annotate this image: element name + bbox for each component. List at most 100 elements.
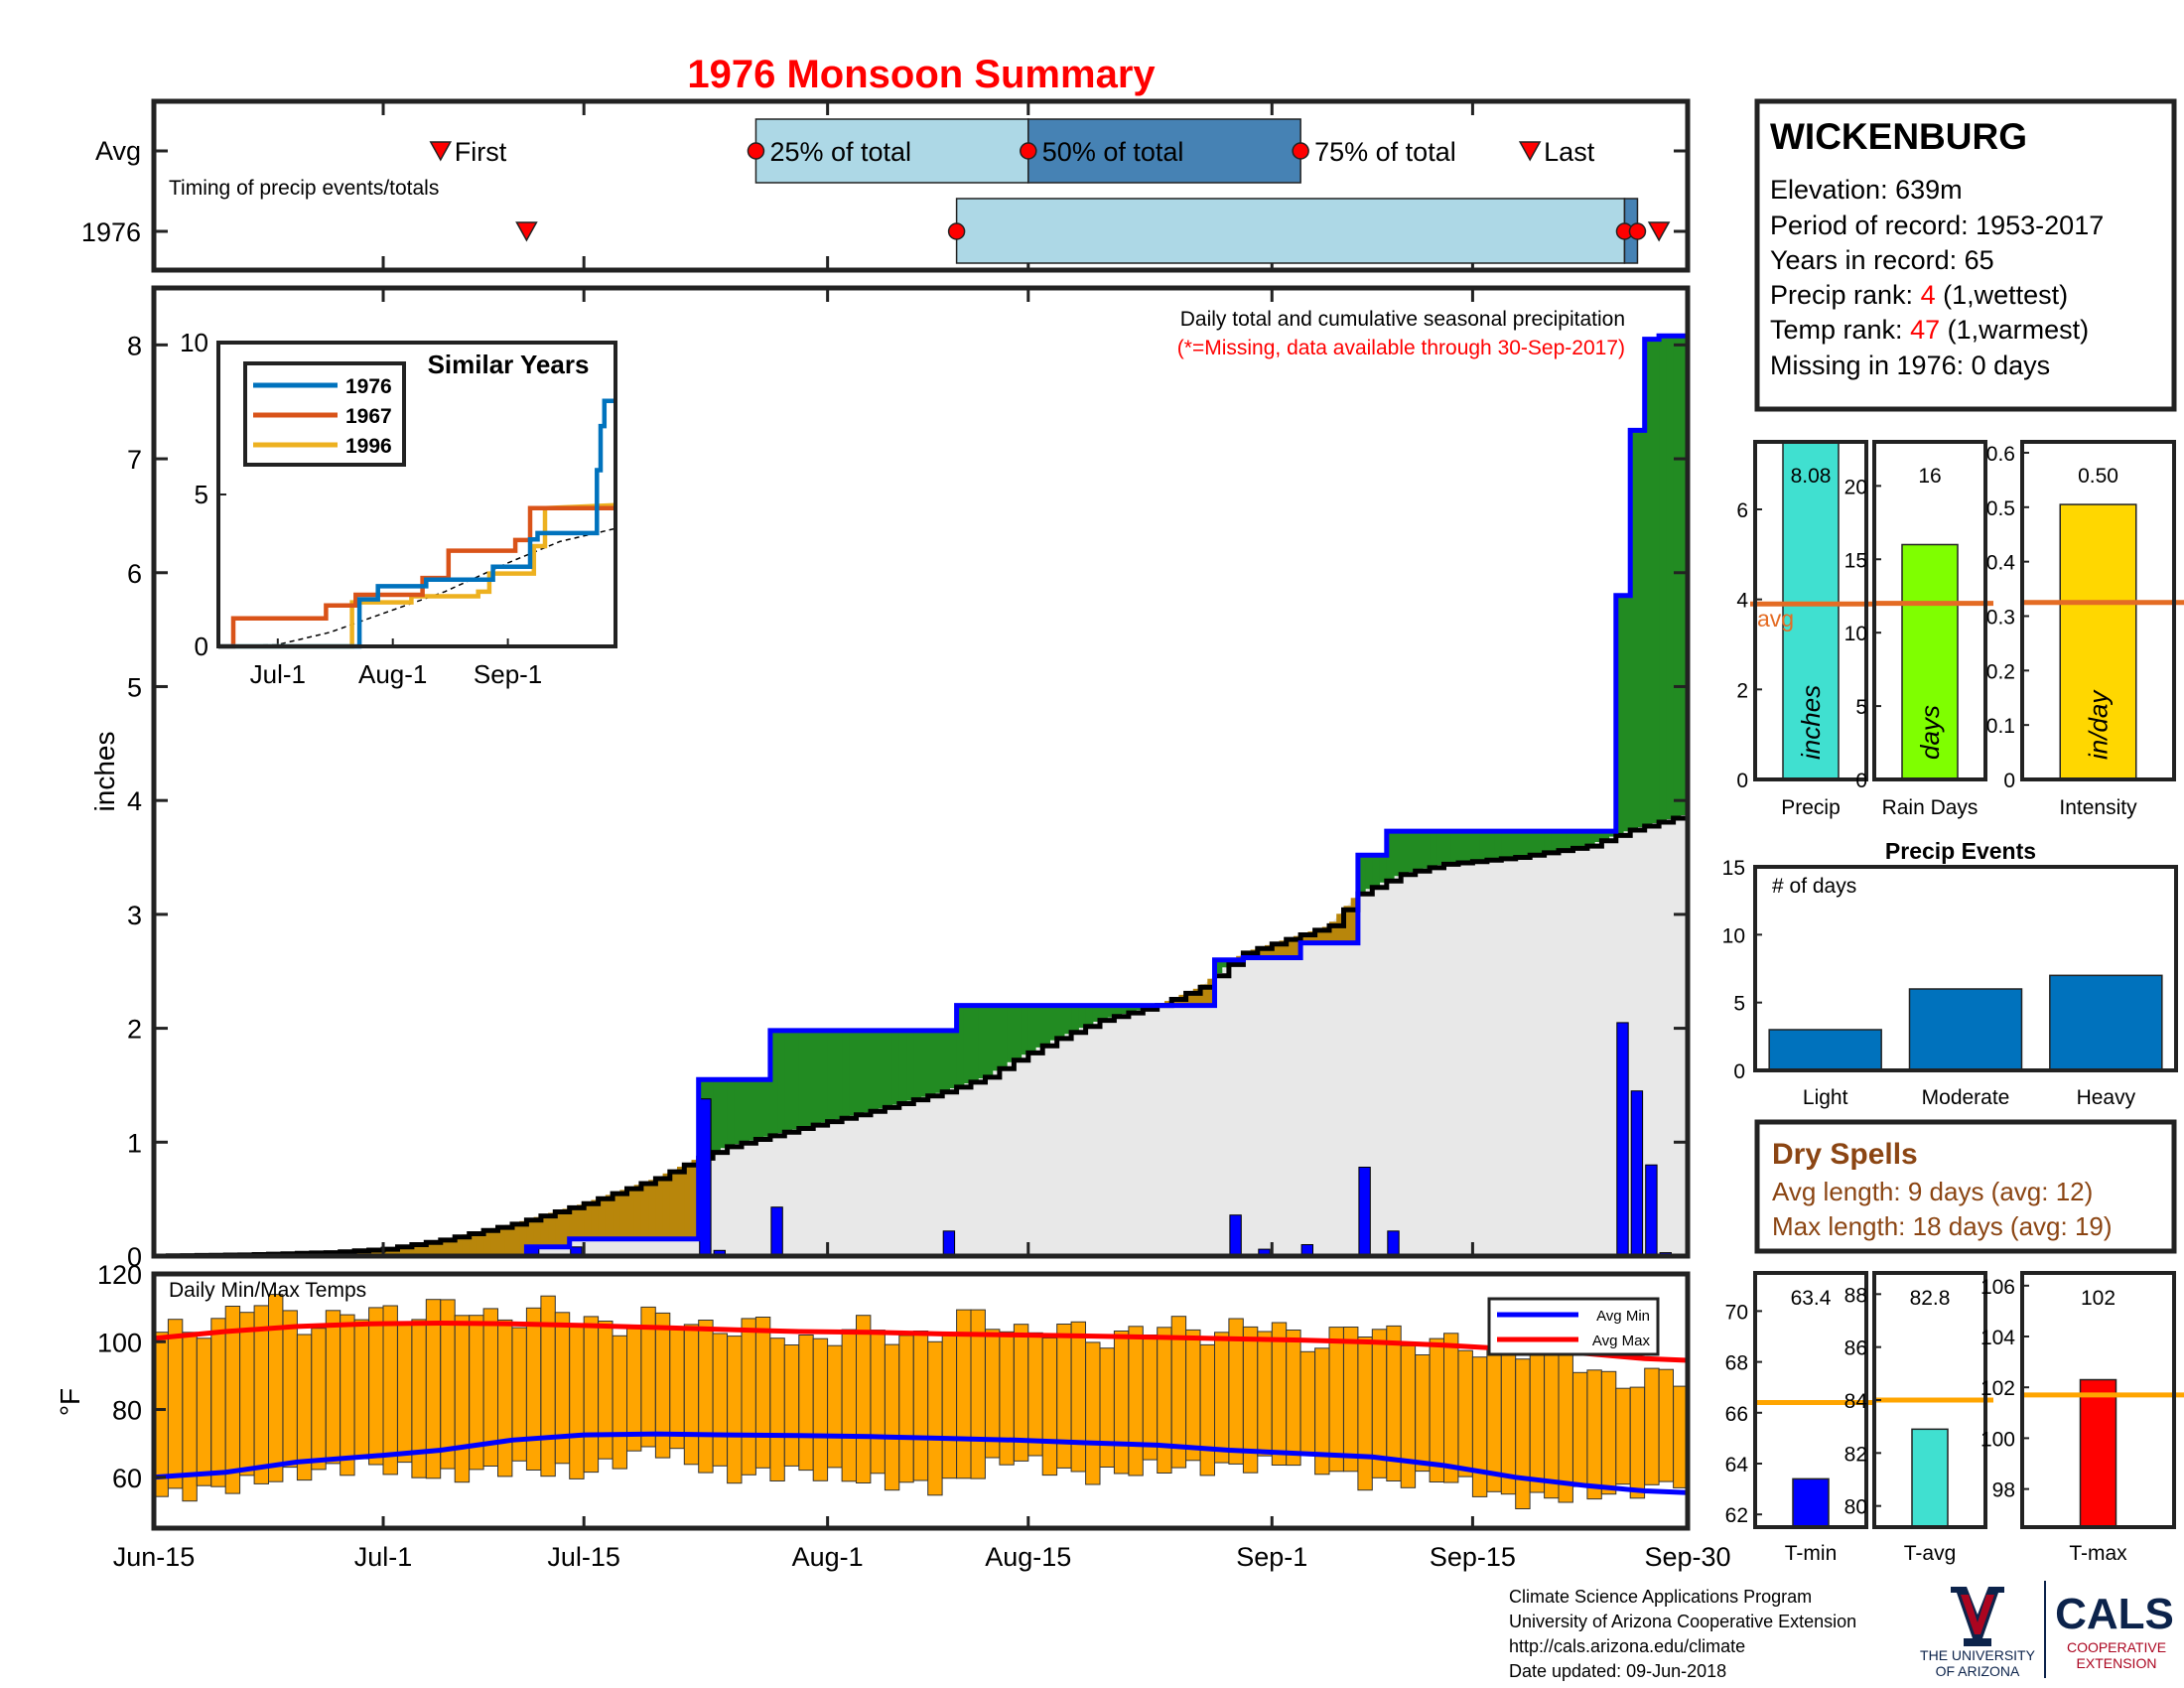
- below-average-fill: [562, 1208, 571, 1247]
- above-average-fill: [1637, 430, 1646, 827]
- precip-missing-note: (*=Missing, data available through 30-Se…: [1177, 337, 1625, 359]
- below-average-fill: [1192, 988, 1201, 1006]
- temp-ytick-label: 120: [97, 1260, 142, 1290]
- events-category-label: Heavy: [2077, 1086, 2136, 1109]
- temp-ylabel: °F: [55, 1388, 85, 1416]
- events-ytick-label: 5: [1733, 993, 1745, 1016]
- above-average-fill: [1372, 855, 1381, 887]
- daily-temp-bar: [841, 1329, 857, 1482]
- above-average-fill: [1594, 831, 1602, 842]
- above-average-fill: [720, 1079, 729, 1149]
- daily-temp-bar: [1099, 1347, 1115, 1468]
- above-average-fill: [1443, 831, 1452, 864]
- above-average-fill: [1522, 831, 1531, 856]
- daily-precip-bar: [942, 1230, 956, 1257]
- below-average-fill: [1257, 947, 1266, 958]
- summary-tick-label: 0.4: [1986, 552, 2016, 575]
- temp-summary-tick-label: 80: [1844, 1496, 1867, 1519]
- cals-line1: COOPERATIVE: [2067, 1639, 2166, 1655]
- summary-category-label: Intensity: [2059, 796, 2137, 819]
- precip-ytick-label: 8: [127, 331, 142, 360]
- above-average-fill: [1035, 1005, 1043, 1048]
- summary-category-label: Precip: [1781, 796, 1841, 819]
- temp-summary-value-label: 82.8: [1910, 1287, 1951, 1310]
- daily-temp-bar: [311, 1328, 327, 1471]
- daily-temp-bar: [727, 1336, 743, 1484]
- below-average-fill: [390, 1247, 398, 1256]
- daily-temp-bar: [353, 1319, 370, 1460]
- events-category-label: Light: [1803, 1086, 1848, 1109]
- dry-spells-frame: [1754, 1119, 2177, 1254]
- temp-summary-category-label: T-min: [1785, 1542, 1838, 1565]
- above-average-fill: [1027, 1005, 1036, 1052]
- daily-temp-bar: [1128, 1326, 1144, 1477]
- daily-temp-bar: [1558, 1352, 1573, 1503]
- station-years: Years in record: 65: [1770, 245, 1994, 275]
- precip-ytick-label: 5: [127, 672, 142, 702]
- dry-spells-max: Max length: 18 days (avg: 19): [1772, 1211, 2113, 1241]
- above-average-fill: [1508, 831, 1517, 858]
- below-average-fill: [1286, 938, 1295, 958]
- daily-precip-bar: [770, 1206, 783, 1257]
- timing-q50-label: 50% of total: [1042, 137, 1184, 167]
- summary-tick-label: 0: [1855, 770, 1867, 792]
- summary-value-label: 0.50: [2078, 465, 2118, 488]
- below-average-fill: [526, 1218, 535, 1247]
- below-average-fill: [519, 1220, 527, 1256]
- daily-precip-bar: [1229, 1214, 1242, 1257]
- above-average-fill: [1085, 1005, 1094, 1026]
- timing-panel: Avg 1976 Timing of precip events/totals …: [81, 98, 1691, 273]
- daily-temp-bar: [1415, 1354, 1431, 1473]
- above-average-fill: [1680, 336, 1689, 815]
- above-average-fill: [791, 1030, 800, 1130]
- events-ytick-label: 0: [1733, 1060, 1745, 1083]
- temp-summary-frame: [1753, 1271, 1868, 1529]
- daily-temp-bar: [1299, 1350, 1315, 1456]
- temp-xtick-label: Aug-15: [985, 1542, 1071, 1572]
- below-average-fill: [669, 1170, 678, 1239]
- daily-temp-bar: [999, 1331, 1015, 1466]
- summary-frame: [1872, 440, 1987, 781]
- below-average-fill: [691, 1160, 700, 1239]
- daily-temp-bar: [870, 1330, 886, 1475]
- summary-tick-label: 4: [1736, 590, 1748, 613]
- summary-frame: [1753, 440, 1868, 781]
- above-average-fill: [871, 1030, 879, 1111]
- above-average-fill: [1551, 831, 1560, 852]
- avg-q25-marker: [747, 142, 765, 160]
- above-average-fill: [1530, 831, 1538, 855]
- daily-temp-bar: [268, 1294, 284, 1482]
- precip-ytick-label: 0: [127, 1242, 142, 1272]
- year-q75-marker: [1628, 222, 1647, 240]
- above-average-fill: [1063, 1005, 1072, 1035]
- above-average-fill: [1673, 336, 1682, 817]
- above-average-fill: [1379, 855, 1388, 883]
- temp-rank-label: Temp rank:: [1770, 315, 1910, 345]
- inset-frame: [216, 341, 617, 648]
- daily-precip-bar: [699, 1098, 712, 1257]
- above-average-fill: [1579, 831, 1588, 847]
- summary-tick-label: 10: [1844, 623, 1867, 645]
- above-average-fill: [1114, 1005, 1123, 1016]
- average-cumulative-line: [154, 813, 1691, 1259]
- above-average-fill: [1515, 831, 1524, 857]
- station-info-box: WICKENBURG Elevation: 639m Period of rec…: [1754, 98, 2177, 412]
- below-average-fill: [626, 1187, 635, 1239]
- below-average-fill: [440, 1239, 449, 1256]
- above-average-fill: [1401, 831, 1409, 874]
- daily-precip-bar: [1387, 1230, 1400, 1257]
- daily-temp-bar: [754, 1317, 771, 1469]
- events-bar-moderate: [1908, 988, 2023, 1071]
- summary-tick-label: 5: [1855, 696, 1867, 719]
- footer-line3: http://cals.arizona.edu/climate: [1509, 1636, 1745, 1656]
- below-average-fill: [1265, 944, 1273, 958]
- summary-value-label: 16: [1918, 465, 1941, 488]
- above-average-fill: [1494, 831, 1502, 860]
- temp-summary-value-label: 63.4: [1791, 1287, 1832, 1310]
- cals-logo-text: CALS: [2055, 1590, 2174, 1638]
- temp-rank-value: 47: [1910, 315, 1940, 345]
- above-average-fill: [1092, 1005, 1101, 1022]
- daily-temp-bar: [1429, 1337, 1444, 1482]
- daily-temp-bar: [798, 1335, 814, 1472]
- above-average-fill: [878, 1030, 886, 1109]
